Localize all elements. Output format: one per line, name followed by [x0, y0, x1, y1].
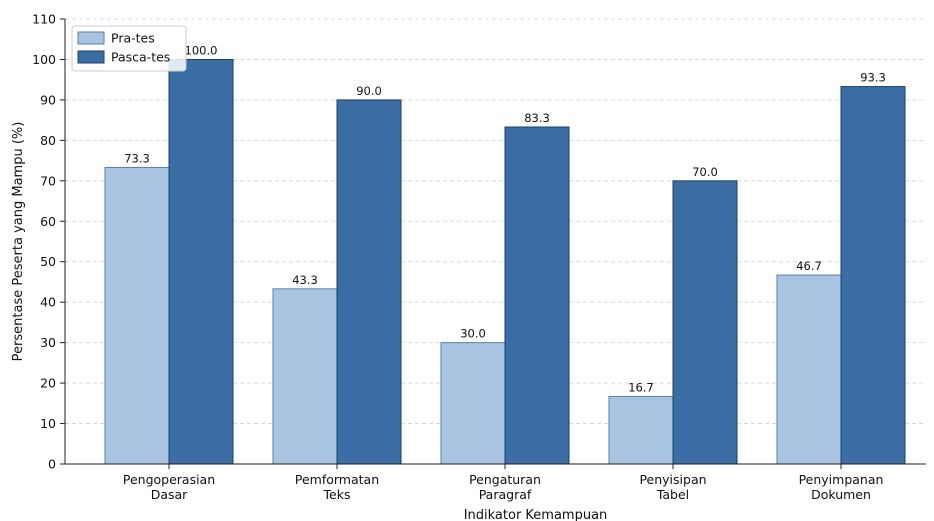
data-label: 16.7: [628, 380, 654, 394]
y-tick-label: 100: [32, 52, 56, 67]
x-tick-label: Penyimpanan Dokumen: [799, 472, 884, 502]
y-tick-label: 80: [40, 133, 56, 148]
data-label: 70.0: [692, 165, 718, 179]
y-tick-label: 50: [40, 254, 56, 269]
y-tick-label: 30: [40, 335, 56, 350]
y-tick-label: 40: [40, 295, 56, 310]
bar-pasca-tes: [840, 86, 906, 465]
legend-label: Pra-tes: [111, 31, 155, 46]
y-tick-label: 0: [48, 457, 56, 472]
data-label: 83.3: [524, 111, 550, 125]
data-label: 73.3: [124, 151, 150, 165]
y-tick-label: 90: [40, 92, 56, 107]
legend-label: Pasca-tes: [111, 50, 170, 65]
data-label: 43.3: [292, 273, 318, 287]
data-labels: 73.3 43.3 30.0 16.7 46.7 100.0 90.0 83.3 70.0 93.…: [124, 43, 886, 394]
bar-pra-tes: [608, 395, 674, 465]
x-tick-label: Pemformatan Teks: [295, 472, 379, 502]
data-label: 100.0: [185, 43, 218, 57]
legend-swatch: [77, 50, 105, 64]
axes: 0 10 20 30 40 50 60 70 80 90 100 110 Pengoperasian Da…: [32, 12, 926, 502]
y-tick-label: 110: [32, 12, 56, 27]
bar-pasca-tes: [168, 58, 234, 465]
bar-pasca-tes: [336, 99, 402, 465]
x-tick-label: Pengaturan Paragraf: [469, 472, 541, 502]
bar-pasca-tes: [504, 126, 570, 465]
x-axis-title: Indikator Kemampuan: [464, 508, 608, 521]
y-tick-label: 20: [40, 376, 56, 391]
y-tick-label: 60: [40, 214, 56, 229]
bars: [104, 58, 906, 465]
bar-pra-tes: [776, 274, 842, 465]
data-label: 90.0: [356, 84, 382, 98]
x-tick-label: Penyisipan Tabel: [639, 472, 706, 502]
bar-pasca-tes: [672, 180, 738, 465]
y-tick-label: 10: [40, 416, 56, 431]
legend: Pra-tes Pasca-tes: [71, 25, 187, 72]
y-tick-label: 70: [40, 173, 56, 188]
data-label: 46.7: [796, 259, 822, 273]
bar-pra-tes: [272, 288, 338, 465]
data-label: 30.0: [460, 327, 486, 341]
bar-pra-tes: [104, 166, 170, 465]
bar-pra-tes: [440, 342, 506, 465]
legend-swatch: [77, 31, 105, 45]
x-tick-label: Pengoperasian Dasar: [123, 472, 215, 502]
y-axis-title: Persentase Peserta yang Mampu (%): [11, 122, 26, 362]
data-label: 93.3: [860, 71, 886, 85]
